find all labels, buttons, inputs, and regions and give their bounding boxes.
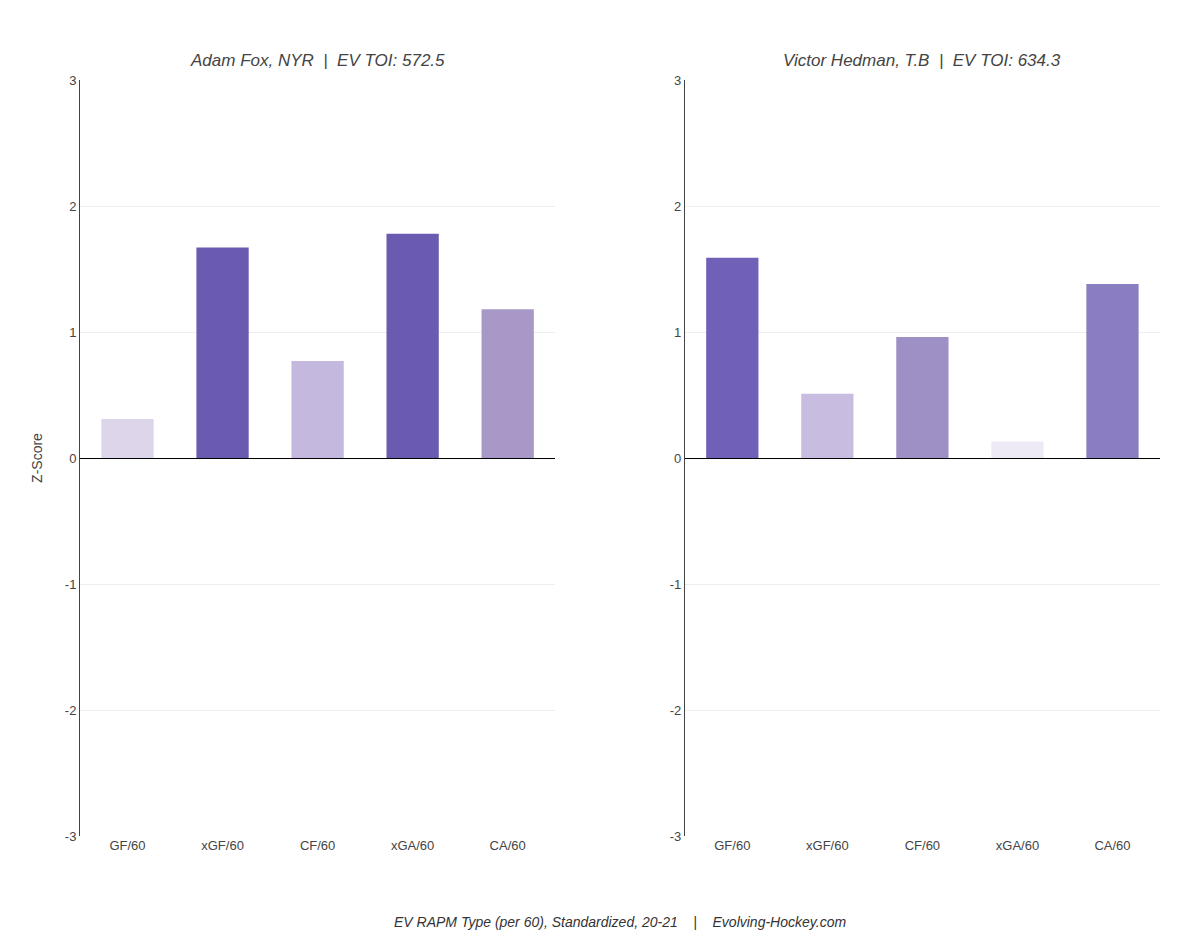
svg-text:xGA/60: xGA/60 xyxy=(391,838,434,853)
svg-text:Z-Score: Z-Score xyxy=(29,433,45,483)
svg-text:EV RAPM Type (per 60), Standar: EV RAPM Type (per 60), Standardized, 20-… xyxy=(394,914,846,930)
svg-text:0: 0 xyxy=(69,451,76,466)
svg-text:-3: -3 xyxy=(670,829,682,844)
svg-text:3: 3 xyxy=(674,73,681,88)
svg-text:-1: -1 xyxy=(670,577,682,592)
svg-text:GF/60: GF/60 xyxy=(714,838,750,853)
svg-text:Victor Hedman, T.B | EV TOI:: Victor Hedman, T.B | EV TOI: 634.3 xyxy=(783,51,1061,70)
svg-text:2: 2 xyxy=(674,199,681,214)
svg-text:-3: -3 xyxy=(65,829,77,844)
svg-text:xGF/60: xGF/60 xyxy=(806,838,849,853)
svg-text:CA/60: CA/60 xyxy=(490,838,526,853)
svg-text:-1: -1 xyxy=(65,577,77,592)
svg-text:1: 1 xyxy=(674,325,681,340)
svg-text:GF/60: GF/60 xyxy=(109,838,145,853)
svg-text:-2: -2 xyxy=(65,703,77,718)
svg-text:3: 3 xyxy=(69,73,76,88)
svg-text:Adam Fox, NYR | EV TOI: 572.: Adam Fox, NYR | EV TOI: 572.5 xyxy=(190,51,445,70)
svg-text:CA/60: CA/60 xyxy=(1094,838,1130,853)
svg-text:1: 1 xyxy=(69,325,76,340)
svg-text:xGF/60: xGF/60 xyxy=(201,838,244,853)
svg-text:2: 2 xyxy=(69,199,76,214)
svg-text:CF/60: CF/60 xyxy=(905,838,940,853)
svg-text:CF/60: CF/60 xyxy=(300,838,335,853)
svg-text:-2: -2 xyxy=(670,703,682,718)
svg-text:0: 0 xyxy=(674,451,681,466)
svg-text:xGA/60: xGA/60 xyxy=(996,838,1039,853)
